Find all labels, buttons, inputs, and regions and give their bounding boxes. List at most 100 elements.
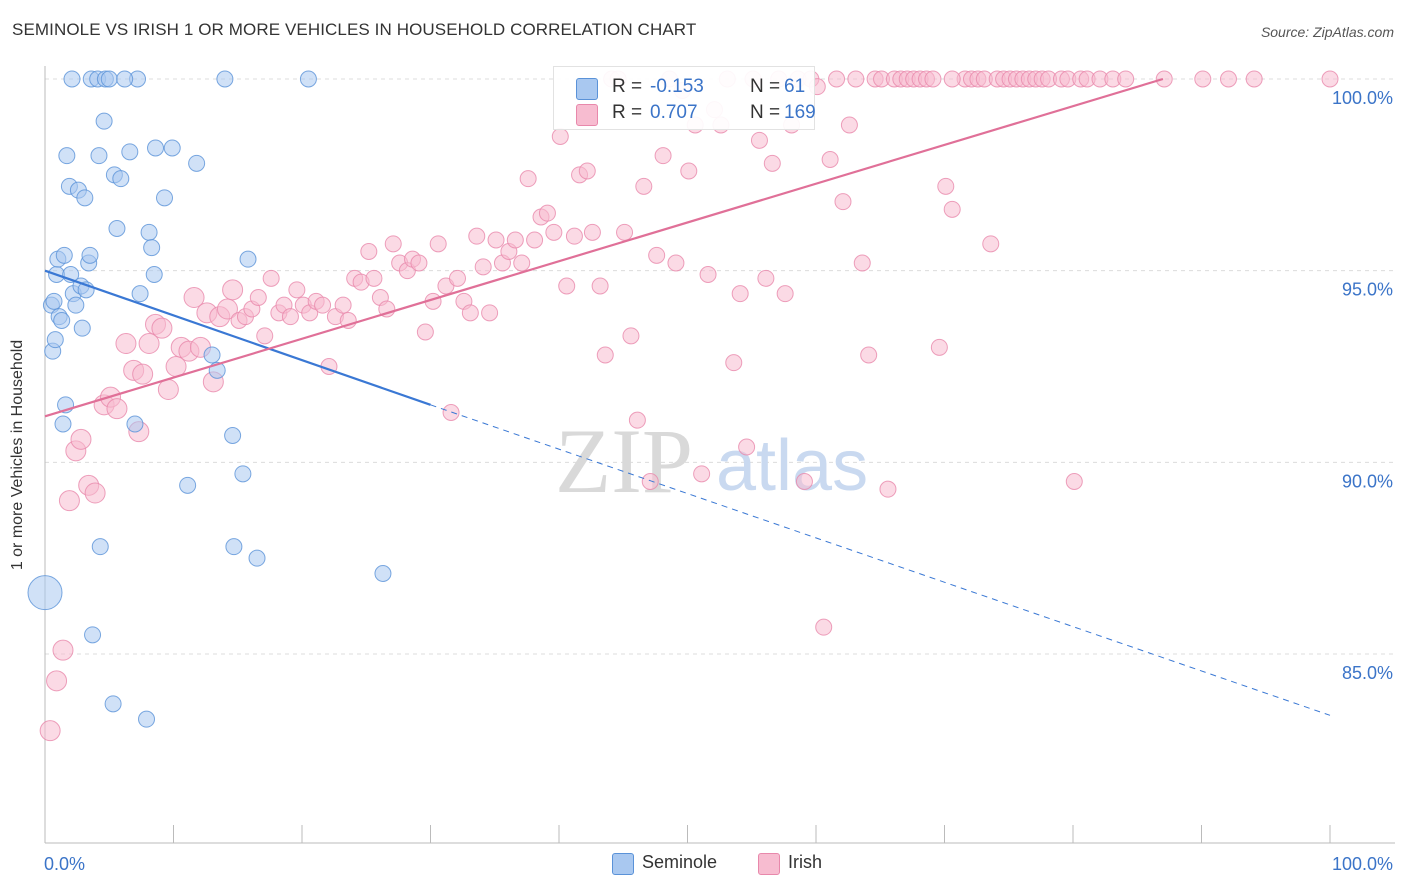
- irish-point: [828, 70, 846, 88]
- irish-point: [46, 670, 68, 692]
- trend-layer: [44, 77, 1331, 716]
- seminole-point: [76, 189, 94, 207]
- irish-point: [591, 277, 609, 295]
- irish-point: [52, 639, 74, 661]
- irish-point: [1117, 70, 1135, 88]
- watermark-zip: ZIP: [555, 410, 693, 512]
- y-tick-label: 95.0%: [1342, 280, 1393, 300]
- seminole-point: [27, 575, 63, 611]
- legend-r-value-seminole: -0.153: [650, 76, 704, 97]
- seminole-point: [145, 266, 163, 283]
- irish-point: [487, 231, 505, 249]
- seminole-point: [53, 312, 71, 329]
- irish-point: [565, 227, 583, 245]
- irish-point: [384, 235, 402, 253]
- irish-point: [731, 285, 749, 303]
- legend-r-label: R =: [612, 76, 643, 97]
- irish-point: [70, 428, 92, 450]
- seminole-point: [104, 695, 122, 713]
- irish-point: [538, 204, 556, 222]
- seminole-point: [58, 147, 76, 165]
- stats-legend: R = -0.153 N = 61 R = 0.707 N = 169: [553, 66, 816, 130]
- irish-point: [879, 480, 897, 498]
- irish-point: [1194, 70, 1212, 88]
- irish-point: [132, 363, 154, 385]
- seminole-point: [248, 549, 266, 567]
- watermark-atlas: atlas: [716, 426, 868, 506]
- legend-n-label: N =: [750, 76, 781, 97]
- irish-point: [442, 404, 460, 421]
- irish-point: [943, 70, 961, 88]
- seminole-point: [156, 189, 174, 207]
- source-credit: Source: ZipAtlas.com: [1260, 24, 1394, 40]
- irish-point: [216, 298, 238, 320]
- irish-point: [416, 323, 434, 341]
- seminole-point: [126, 415, 144, 433]
- irish-point: [860, 346, 878, 364]
- seminole-point: [203, 346, 221, 364]
- irish-point: [506, 231, 524, 249]
- irish-point: [648, 246, 666, 264]
- irish-point: [776, 285, 794, 303]
- seminole-point: [45, 292, 63, 310]
- irish-point: [943, 200, 961, 218]
- points-layer: [27, 70, 1339, 742]
- irish-point: [795, 473, 813, 490]
- seminole-point: [54, 415, 72, 433]
- legend-n-value-seminole: 61: [784, 76, 806, 97]
- seminole-swatch: [576, 78, 598, 100]
- irish-point: [183, 287, 205, 308]
- irish-point: [474, 258, 492, 276]
- x-tick-label-end: 100.0%: [1332, 854, 1393, 874]
- seminole-point: [108, 220, 126, 237]
- seminole-point: [121, 143, 139, 161]
- irish-point: [334, 296, 352, 314]
- seminole-point: [374, 565, 392, 582]
- tick-label-layer: 85.0% 90.0% 95.0% 100.0% 0.0% 100.0%: [44, 88, 1393, 874]
- irish-point: [365, 269, 383, 287]
- seminole-point: [131, 285, 149, 303]
- irish-legend-label: Irish: [788, 852, 823, 872]
- irish-point: [151, 317, 173, 339]
- irish-legend-swatch: [758, 853, 780, 875]
- irish-point: [840, 116, 858, 134]
- irish-point: [249, 289, 267, 306]
- irish-point: [853, 254, 871, 272]
- seminole-point: [84, 626, 102, 644]
- irish-point: [157, 379, 179, 400]
- irish-point: [1155, 70, 1173, 88]
- irish-point: [461, 304, 479, 322]
- seminole-point: [224, 427, 242, 444]
- seminole-point: [188, 154, 206, 172]
- irish-point: [757, 269, 775, 287]
- legend-n-label: N =: [750, 102, 781, 123]
- irish-point: [138, 333, 160, 354]
- seminole-point: [46, 331, 64, 349]
- seminole-point: [299, 70, 317, 88]
- irish-point: [545, 223, 563, 241]
- seminole-point: [100, 70, 118, 88]
- irish-point: [847, 70, 865, 88]
- irish-point: [481, 304, 499, 322]
- seminole-point: [143, 239, 161, 257]
- irish-point: [937, 177, 955, 195]
- irish-point: [763, 154, 781, 172]
- x-tick-label-start: 0.0%: [44, 854, 85, 874]
- seminole-point: [147, 139, 165, 157]
- irish-point: [628, 411, 646, 429]
- irish-point: [616, 223, 634, 241]
- irish-point: [39, 720, 61, 742]
- irish-point: [667, 254, 685, 272]
- seminole-point: [163, 139, 181, 157]
- legend-r-value-irish: 0.707: [650, 102, 698, 123]
- irish-point: [578, 162, 596, 180]
- irish-point: [738, 438, 756, 456]
- irish-point: [1321, 70, 1339, 88]
- irish-point: [551, 128, 569, 145]
- irish-point: [750, 131, 768, 149]
- irish-point: [513, 254, 531, 272]
- irish-point: [448, 269, 466, 287]
- seminole-point: [138, 710, 156, 728]
- irish-point: [1245, 70, 1263, 88]
